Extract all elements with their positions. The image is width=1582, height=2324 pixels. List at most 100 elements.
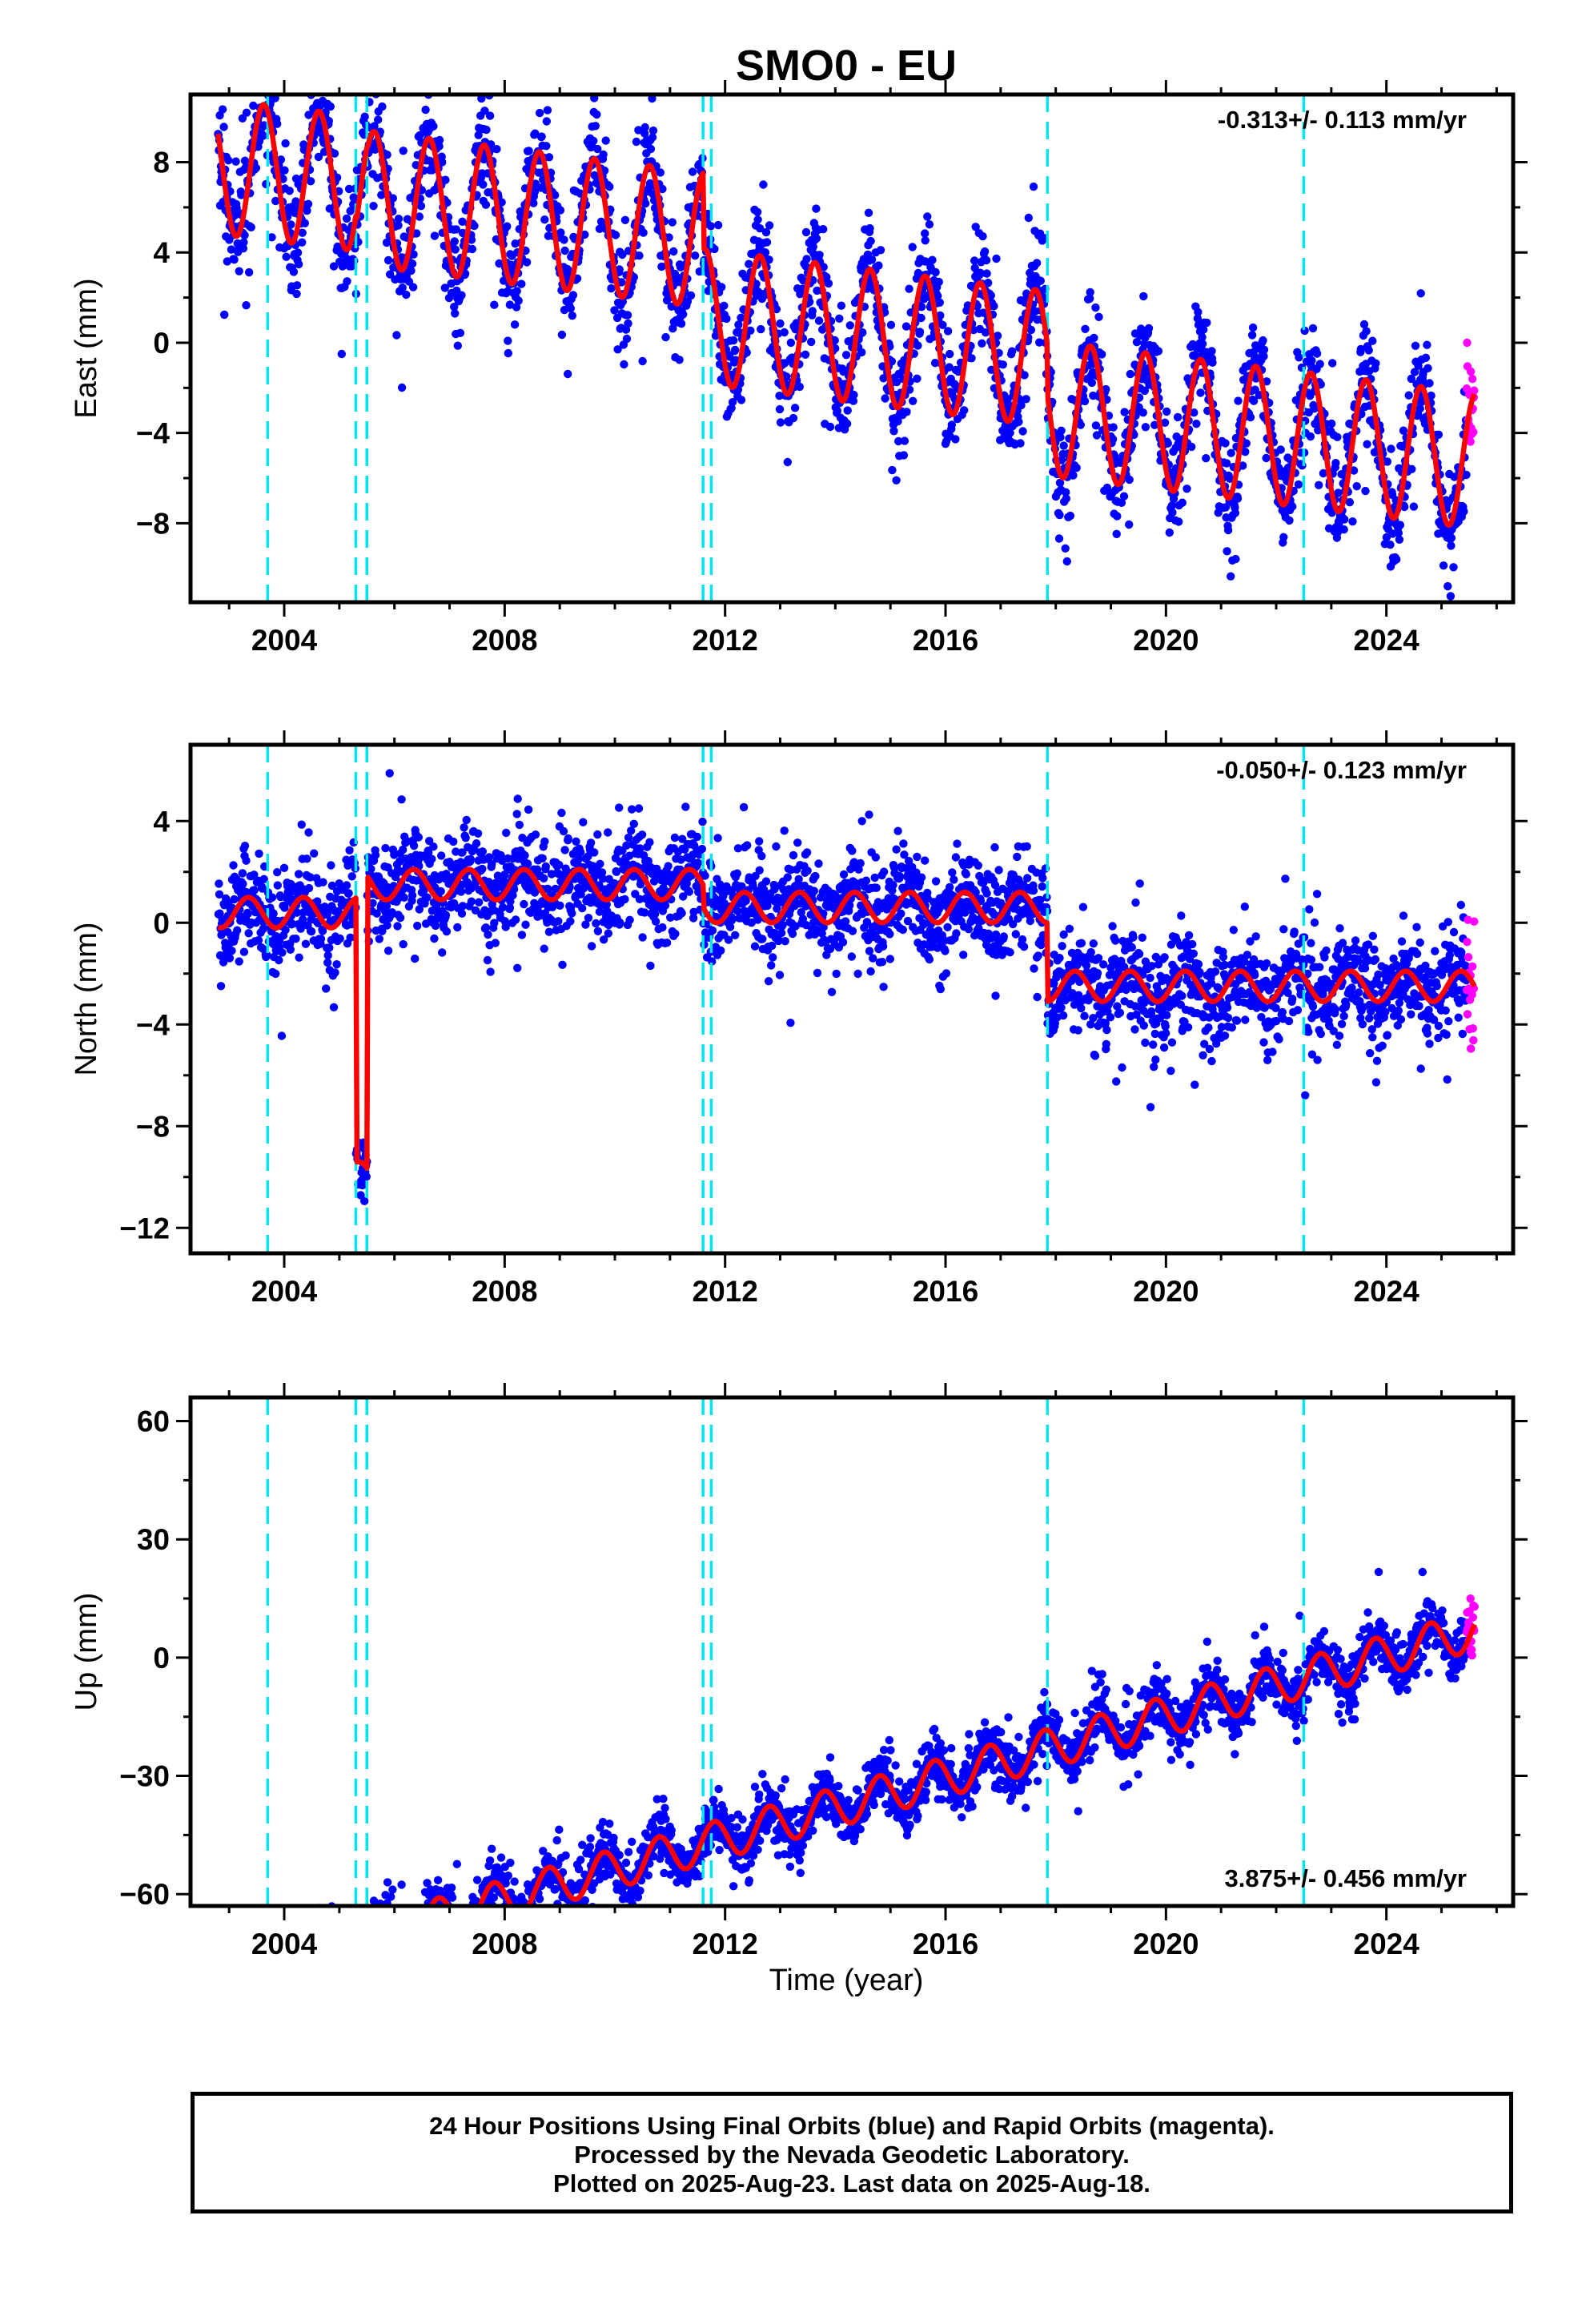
final-orbit-point [801, 350, 810, 359]
final-orbit-point [1233, 494, 1243, 503]
final-orbit-point [343, 277, 351, 286]
final-orbit-point [1387, 444, 1395, 453]
final-orbit-point [1306, 432, 1315, 441]
final-orbit-point [481, 923, 491, 932]
final-orbit-point [486, 967, 495, 976]
final-orbit-point [1345, 498, 1355, 507]
final-orbit-point [620, 215, 630, 224]
final-orbit-point [761, 227, 771, 237]
final-orbit-point [857, 348, 866, 357]
final-orbit-point [976, 269, 986, 278]
final-orbit-point [943, 923, 952, 932]
final-orbit-point [1032, 259, 1042, 267]
final-orbit-point [971, 223, 980, 231]
final-orbit-point [1006, 948, 1014, 957]
final-orbit-point [1449, 563, 1458, 572]
final-orbit-point [1108, 435, 1118, 444]
final-orbit-point [293, 248, 303, 257]
final-orbit-point [1137, 324, 1146, 333]
final-orbit-point [530, 187, 540, 196]
final-orbit-point [1425, 379, 1434, 388]
final-orbit-point [991, 991, 1000, 1000]
final-orbit-point [415, 905, 424, 914]
final-orbit-point [280, 903, 289, 912]
final-orbit-point [953, 839, 962, 848]
final-orbit-point [867, 255, 877, 264]
final-orbit-point [385, 769, 394, 778]
final-orbit-point [271, 969, 280, 979]
final-orbit-point [931, 267, 940, 277]
final-orbit-point [1427, 391, 1435, 400]
final-orbit-point [342, 881, 351, 890]
final-orbit-point [1003, 395, 1012, 404]
final-orbit-point [635, 251, 644, 260]
final-orbit-point [520, 899, 528, 909]
final-orbit-point [346, 207, 355, 215]
final-orbit-point [1022, 395, 1030, 404]
final-orbit-point [240, 231, 249, 239]
final-orbit-point [889, 427, 898, 436]
final-orbit-point [775, 392, 784, 400]
final-orbit-point [450, 237, 459, 246]
final-orbit-point [460, 823, 468, 832]
final-orbit-point [242, 301, 251, 310]
final-orbit-point [318, 927, 327, 935]
final-orbit-point [1057, 1003, 1066, 1012]
final-orbit-point [812, 234, 821, 243]
final-orbit-point [769, 953, 777, 962]
final-orbit-point [634, 126, 643, 135]
final-orbit-point [1328, 359, 1337, 368]
final-orbit-point [921, 257, 930, 266]
final-orbit-point [837, 301, 846, 310]
final-orbit-point [688, 167, 697, 176]
final-orbit-point [601, 136, 610, 145]
final-orbit-point [343, 861, 352, 870]
final-orbit-point [1262, 453, 1271, 463]
final-orbit-point [542, 117, 551, 126]
final-orbit-point [841, 351, 851, 360]
final-orbit-point [668, 218, 677, 227]
final-orbit-point [765, 221, 774, 230]
final-orbit-point [482, 125, 491, 135]
final-orbit-point [271, 196, 280, 206]
final-orbit-point [737, 396, 746, 404]
final-orbit-point [541, 862, 550, 871]
final-orbit-point [325, 943, 334, 952]
final-orbit-point [811, 871, 820, 881]
final-orbit-point [802, 848, 812, 857]
final-orbit-point [994, 866, 1003, 875]
final-orbit-point [505, 300, 515, 309]
final-orbit-point [888, 465, 897, 475]
final-orbit-point [622, 334, 632, 344]
final-orbit-point [295, 953, 303, 962]
final-orbit-point [244, 929, 253, 938]
final-orbit-point [1038, 874, 1047, 883]
final-orbit-point [669, 247, 678, 256]
final-orbit-point [511, 915, 520, 924]
final-orbit-point [1154, 347, 1163, 356]
east-model-fit-line [215, 102, 1477, 529]
final-orbit-point [1288, 502, 1297, 511]
final-orbit-point [215, 890, 224, 899]
final-orbit-point [1035, 338, 1044, 347]
final-orbit-point [982, 889, 991, 898]
final-orbit-point [273, 881, 282, 890]
final-orbit-point [590, 848, 599, 857]
east-y-axis-label: East (mm) [70, 278, 103, 418]
final-orbit-point [462, 815, 471, 825]
final-orbit-point [878, 942, 888, 951]
final-orbit-point [1018, 935, 1027, 944]
final-orbit-point [761, 248, 770, 257]
final-orbit-point [1140, 386, 1150, 396]
final-orbit-point [1246, 412, 1255, 422]
final-orbit-point [375, 935, 383, 943]
final-orbit-point [921, 856, 930, 865]
final-orbit-point [1018, 427, 1027, 436]
final-orbit-point [822, 272, 831, 282]
final-orbit-point [540, 874, 548, 883]
final-orbit-point [556, 228, 565, 237]
final-orbit-point [238, 869, 247, 878]
final-orbit-point [739, 802, 749, 812]
final-orbit-point [1334, 489, 1343, 497]
east-velocity-label: -0.313+/- 0.113 mm/yr [1218, 106, 1467, 134]
